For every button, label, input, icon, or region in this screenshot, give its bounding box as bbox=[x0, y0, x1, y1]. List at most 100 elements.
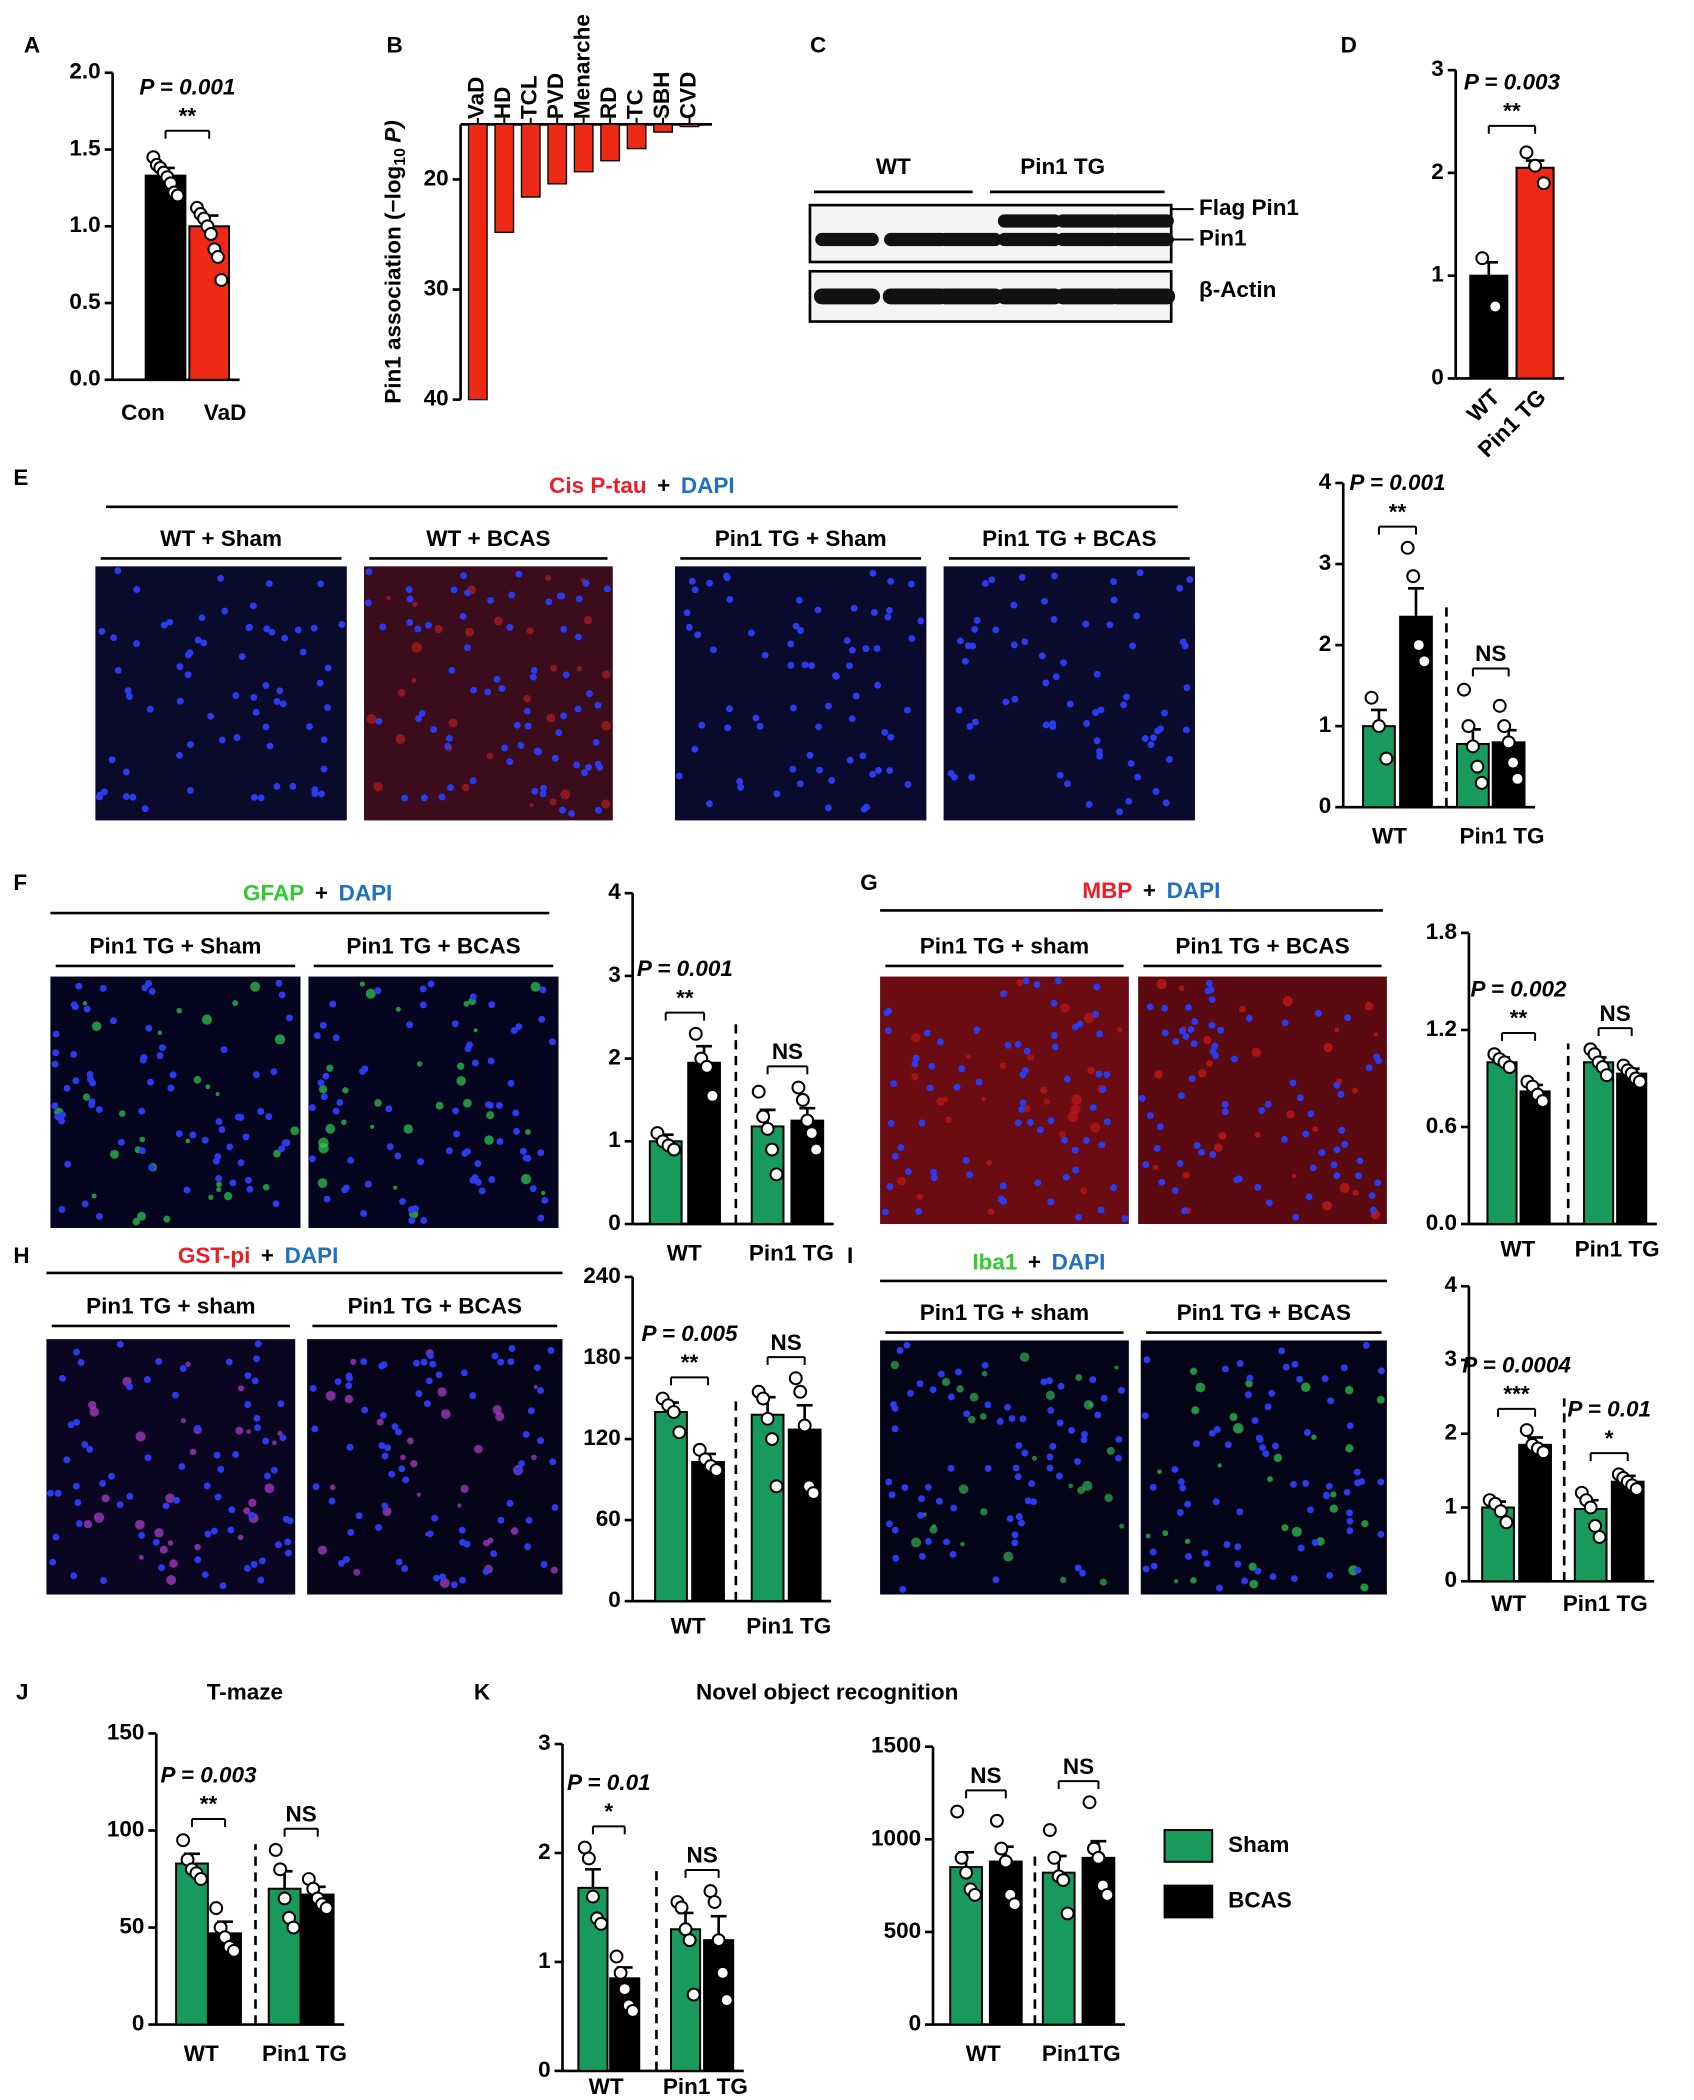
nucleus bbox=[210, 1527, 218, 1535]
nucleus bbox=[1129, 642, 1137, 650]
nucleus bbox=[1212, 1052, 1219, 1060]
nucleus bbox=[122, 768, 130, 776]
nucleus bbox=[1221, 1101, 1229, 1108]
nucleus bbox=[984, 1401, 992, 1409]
stain-signal bbox=[526, 627, 534, 635]
nucleus bbox=[386, 1143, 394, 1151]
stain-name: Iba1 bbox=[972, 1250, 1017, 1275]
stain-signal bbox=[1190, 1577, 1197, 1584]
nucleus bbox=[846, 662, 853, 670]
nucleus bbox=[391, 1423, 399, 1431]
stain-signal bbox=[341, 1119, 347, 1126]
data-point bbox=[609, 1949, 624, 1964]
nucleus bbox=[229, 1179, 237, 1187]
nucleus bbox=[309, 1385, 317, 1392]
nucleus bbox=[427, 980, 435, 988]
stain-signal bbox=[1206, 1060, 1213, 1067]
nucleus bbox=[458, 1526, 466, 1534]
nucleus bbox=[1325, 1482, 1333, 1490]
nucleus bbox=[139, 1056, 147, 1064]
y-tick-label: 0 bbox=[1319, 793, 1332, 818]
p-value: P = 0.003 bbox=[1464, 69, 1561, 94]
nucleus bbox=[962, 1156, 970, 1164]
nucleus bbox=[1041, 597, 1048, 605]
nucleus bbox=[1166, 755, 1173, 763]
bar bbox=[988, 1860, 1023, 2026]
data-point bbox=[1417, 654, 1432, 669]
nucleus bbox=[824, 804, 832, 812]
nucleus bbox=[515, 1023, 523, 1031]
data-point bbox=[193, 1872, 208, 1886]
nucleus bbox=[279, 1434, 287, 1442]
nucleus bbox=[724, 724, 732, 732]
nucleus bbox=[361, 1065, 369, 1073]
nucleus bbox=[183, 1186, 191, 1194]
y-tick-label: 180 bbox=[583, 1344, 621, 1369]
stain-signal bbox=[250, 981, 261, 992]
stain-signal bbox=[1162, 1530, 1169, 1537]
nucleus bbox=[816, 766, 824, 774]
stain-signal bbox=[1273, 1453, 1283, 1463]
nucleus bbox=[848, 715, 856, 723]
stain-signal bbox=[523, 694, 531, 703]
nucleus bbox=[1330, 1161, 1338, 1169]
y-tick-label: 50 bbox=[119, 1913, 144, 1938]
significance: ** bbox=[1389, 499, 1407, 524]
nucleus bbox=[1178, 1092, 1185, 1100]
nucleus bbox=[450, 1581, 458, 1589]
nucleus bbox=[244, 1401, 252, 1408]
data-point bbox=[709, 1463, 724, 1478]
x-tick-label: Pin1TG bbox=[1042, 2041, 1121, 2066]
nucleus bbox=[178, 1463, 186, 1470]
stain-signal bbox=[176, 1007, 182, 1014]
stain-signal bbox=[1312, 1126, 1319, 1133]
nucleus bbox=[278, 991, 286, 999]
nucleus bbox=[1353, 1468, 1361, 1476]
data-point bbox=[1060, 1906, 1075, 1921]
nucleus bbox=[116, 1501, 124, 1509]
stain-signal bbox=[1060, 1003, 1070, 1013]
nucleus bbox=[355, 1512, 363, 1520]
data-point bbox=[1457, 682, 1471, 697]
nucleus bbox=[471, 1059, 479, 1067]
nucleus bbox=[517, 741, 525, 749]
nucleus bbox=[996, 1417, 1004, 1425]
nucleus bbox=[1011, 1539, 1019, 1547]
nucleus bbox=[425, 1377, 433, 1385]
nucleus bbox=[1081, 1430, 1088, 1438]
nucleus bbox=[850, 604, 858, 612]
nucleus bbox=[273, 697, 281, 705]
data-point bbox=[1091, 1850, 1106, 1865]
nucleus bbox=[1056, 1419, 1064, 1427]
nucleus bbox=[474, 1178, 482, 1186]
nucleus bbox=[232, 692, 240, 699]
stain-signal bbox=[601, 720, 611, 731]
stain-signal bbox=[185, 1361, 191, 1367]
nucleus bbox=[1161, 1029, 1169, 1037]
nucleus bbox=[887, 577, 895, 585]
nucleus bbox=[947, 1464, 955, 1472]
nucleus bbox=[1303, 1429, 1311, 1437]
nucleus bbox=[706, 579, 713, 587]
nucleus bbox=[1149, 1548, 1157, 1556]
stain-signal bbox=[365, 988, 376, 999]
data-point bbox=[666, 1405, 681, 1419]
y-tick-label: 0.6 bbox=[1426, 1113, 1457, 1138]
nucleus bbox=[1138, 1094, 1146, 1102]
data-point bbox=[1400, 540, 1415, 555]
nucleus bbox=[1208, 996, 1216, 1004]
nucleus bbox=[490, 1550, 498, 1558]
nucleus bbox=[406, 595, 414, 603]
nucleus bbox=[1093, 670, 1101, 678]
stain-signal bbox=[1119, 1523, 1125, 1529]
data-point bbox=[1475, 251, 1490, 266]
nucleus bbox=[445, 734, 453, 742]
nucleus bbox=[936, 1038, 944, 1046]
data-point bbox=[769, 1167, 784, 1182]
stain-signal bbox=[439, 1578, 450, 1588]
nucleus bbox=[126, 1492, 134, 1500]
y-tick-label: 3 bbox=[608, 962, 621, 987]
image-label: Pin1 TG + Sham bbox=[90, 933, 262, 958]
nucleus bbox=[497, 1516, 505, 1524]
nucleus bbox=[884, 613, 892, 621]
